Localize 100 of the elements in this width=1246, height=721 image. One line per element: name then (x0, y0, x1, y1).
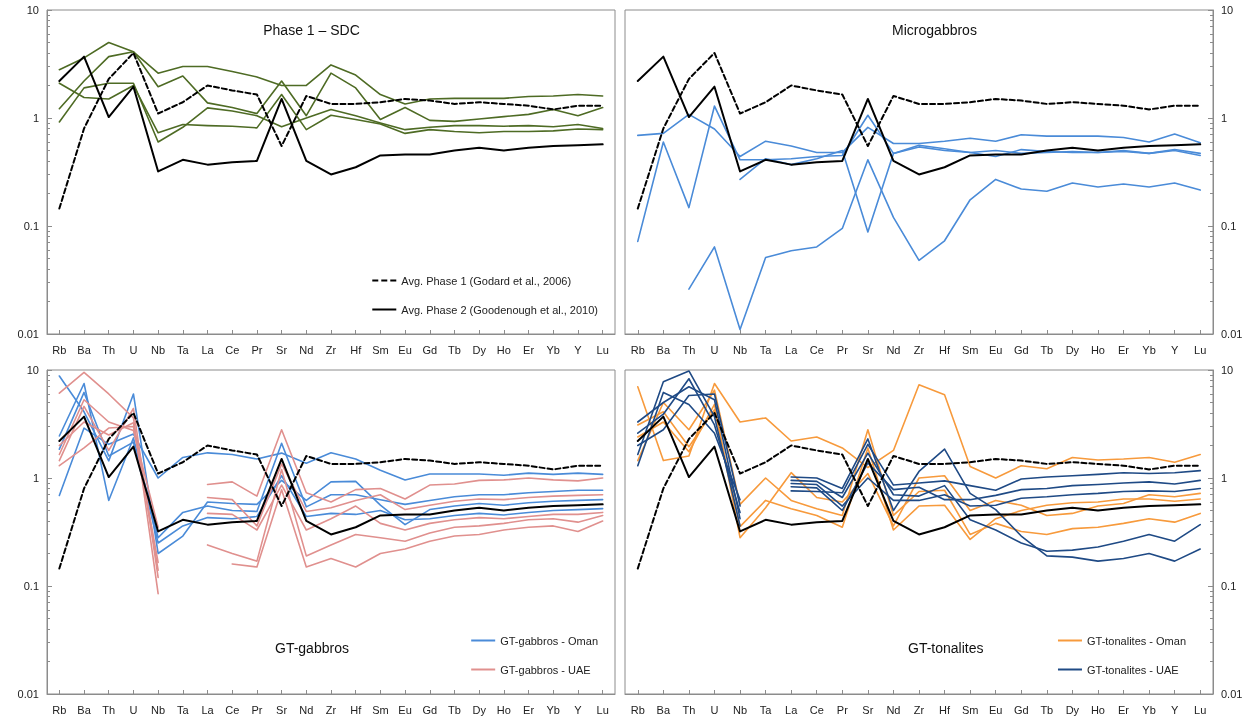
x-tick-label: Er (1118, 703, 1130, 716)
x-tick-label: Pr (251, 343, 263, 356)
x-tick-label: Ce (225, 703, 240, 716)
x-tick-label: Dy (472, 343, 487, 356)
y-tick-label: 10 (1221, 4, 1234, 16)
x-tick-label: Sm (372, 703, 389, 716)
x-tick-label: Sm (961, 703, 979, 716)
y-tick-label: 1 (1221, 472, 1228, 484)
x-tick-label: Ho (1090, 703, 1105, 716)
x-tick-label: Hf (939, 343, 952, 356)
x-tick-label: Zr (913, 343, 925, 356)
x-tick-label: Ce (809, 343, 824, 356)
x-tick-label: Tb (1040, 343, 1054, 356)
y-tick-label: 1 (32, 112, 39, 124)
text: Phase 1 – SDC (263, 22, 360, 38)
x-tick-label: Eu (988, 703, 1003, 716)
x-tick-label: Eu (398, 703, 412, 716)
text: GT-gabbros (275, 640, 349, 656)
x-tick-label: La (201, 343, 215, 356)
x-tick-label: Nb (151, 343, 166, 356)
x-tick-label: Lu (1194, 703, 1207, 716)
x-tick-label: Rb (52, 703, 67, 716)
x-tick-label: Ba (77, 703, 92, 716)
x-tick-label: Rb (52, 343, 67, 356)
x-tick-label: Sr (276, 343, 288, 356)
x-tick-label: Th (102, 703, 116, 716)
x-tick-label: Sm (961, 343, 979, 356)
x-tick-label: Tb (448, 703, 461, 716)
y-tick-label: 0.01 (1221, 328, 1243, 340)
legend-label: GT-tonalites - Oman (1086, 634, 1187, 647)
x-tick-label: Nd (886, 703, 901, 716)
x-tick-label: Hf (350, 343, 363, 356)
x-tick-label: Dy (1065, 703, 1080, 716)
x-tick-label: La (785, 703, 799, 716)
x-tick-label: Yb (1142, 703, 1156, 716)
x-tick-label: Y (1170, 343, 1179, 356)
x-tick-label: Gd (1013, 703, 1029, 716)
y-tick-label: 0.01 (1221, 688, 1243, 700)
x-tick-label: Nb (733, 343, 748, 356)
x-tick-label: Ho (1090, 343, 1105, 356)
x-tick-label: Eu (398, 343, 412, 356)
y-tick-label: 0.01 (17, 688, 39, 700)
legend-label: GT-gabbros - UAE (500, 663, 591, 676)
x-tick-label: Pr (836, 703, 849, 716)
x-tick-label: Er (523, 703, 535, 716)
x-tick-label: Lu (1194, 343, 1207, 356)
x-tick-label: Er (1118, 343, 1130, 356)
x-tick-label: Ta (759, 343, 773, 356)
legend-label: Avg. Phase 1 (Godard et al., 2006) (401, 274, 572, 287)
x-tick-label: Eu (988, 343, 1003, 356)
y-tick-label: 0.1 (23, 580, 39, 592)
x-tick-label: Ce (225, 343, 240, 356)
text: GT-tonalites (908, 640, 984, 656)
x-tick-label: La (201, 703, 215, 716)
x-tick-label: Tb (1040, 703, 1054, 716)
x-tick-label: Er (523, 343, 535, 356)
x-tick-label: Gd (422, 703, 438, 716)
x-tick-label: Ho (496, 343, 511, 356)
x-tick-label: U (129, 343, 138, 356)
y-tick-label: 0.1 (1221, 220, 1237, 232)
x-tick-label: Lu (596, 703, 609, 716)
y-tick-label: 10 (26, 4, 39, 16)
y-tick-label: 10 (1221, 364, 1234, 376)
x-tick-label: Ta (759, 703, 773, 716)
x-tick-label: Hf (350, 703, 363, 716)
x-tick-label: Y (574, 343, 583, 356)
x-tick-label: Yb (1142, 343, 1156, 356)
x-tick-label: Ta (177, 343, 190, 356)
y-tick-label: 0.01 (17, 328, 39, 340)
y-tick-label: 0.1 (23, 220, 39, 232)
y-tick-label: 0.1 (1221, 580, 1237, 592)
x-tick-label: Yb (546, 343, 560, 356)
x-tick-label: Zr (913, 703, 925, 716)
x-tick-label: U (710, 703, 719, 716)
x-tick-label: Nb (151, 703, 166, 716)
x-tick-label: Th (102, 343, 116, 356)
x-tick-label: Tb (448, 343, 461, 356)
x-tick-label: Gd (422, 343, 438, 356)
x-tick-label: Ba (656, 703, 671, 716)
legend-label: Avg. Phase 2 (Goodenough et al., 2010) (401, 303, 598, 316)
x-tick-label: Sr (862, 703, 874, 716)
x-tick-label: Th (682, 343, 696, 356)
x-tick-label: Sm (372, 343, 389, 356)
x-tick-label: Nd (299, 343, 314, 356)
x-tick-label: Zr (325, 343, 337, 356)
legend-label: GT-tonalites - UAE (1086, 663, 1179, 676)
x-tick-label: La (785, 343, 799, 356)
x-tick-label: Ba (77, 343, 92, 356)
x-tick-label: Sr (276, 703, 288, 716)
x-tick-label: Zr (325, 703, 337, 716)
x-tick-label: Y (574, 703, 583, 716)
x-tick-label: Nd (299, 703, 314, 716)
legend-label: GT-gabbros - Oman (500, 634, 599, 647)
x-tick-label: Sr (862, 343, 874, 356)
x-tick-label: Ce (809, 703, 824, 716)
x-tick-label: Pr (251, 703, 263, 716)
x-tick-label: Hf (939, 703, 952, 716)
x-tick-label: Pr (836, 343, 849, 356)
x-tick-label: Yb (546, 703, 560, 716)
text: Microgabbros (892, 22, 977, 38)
